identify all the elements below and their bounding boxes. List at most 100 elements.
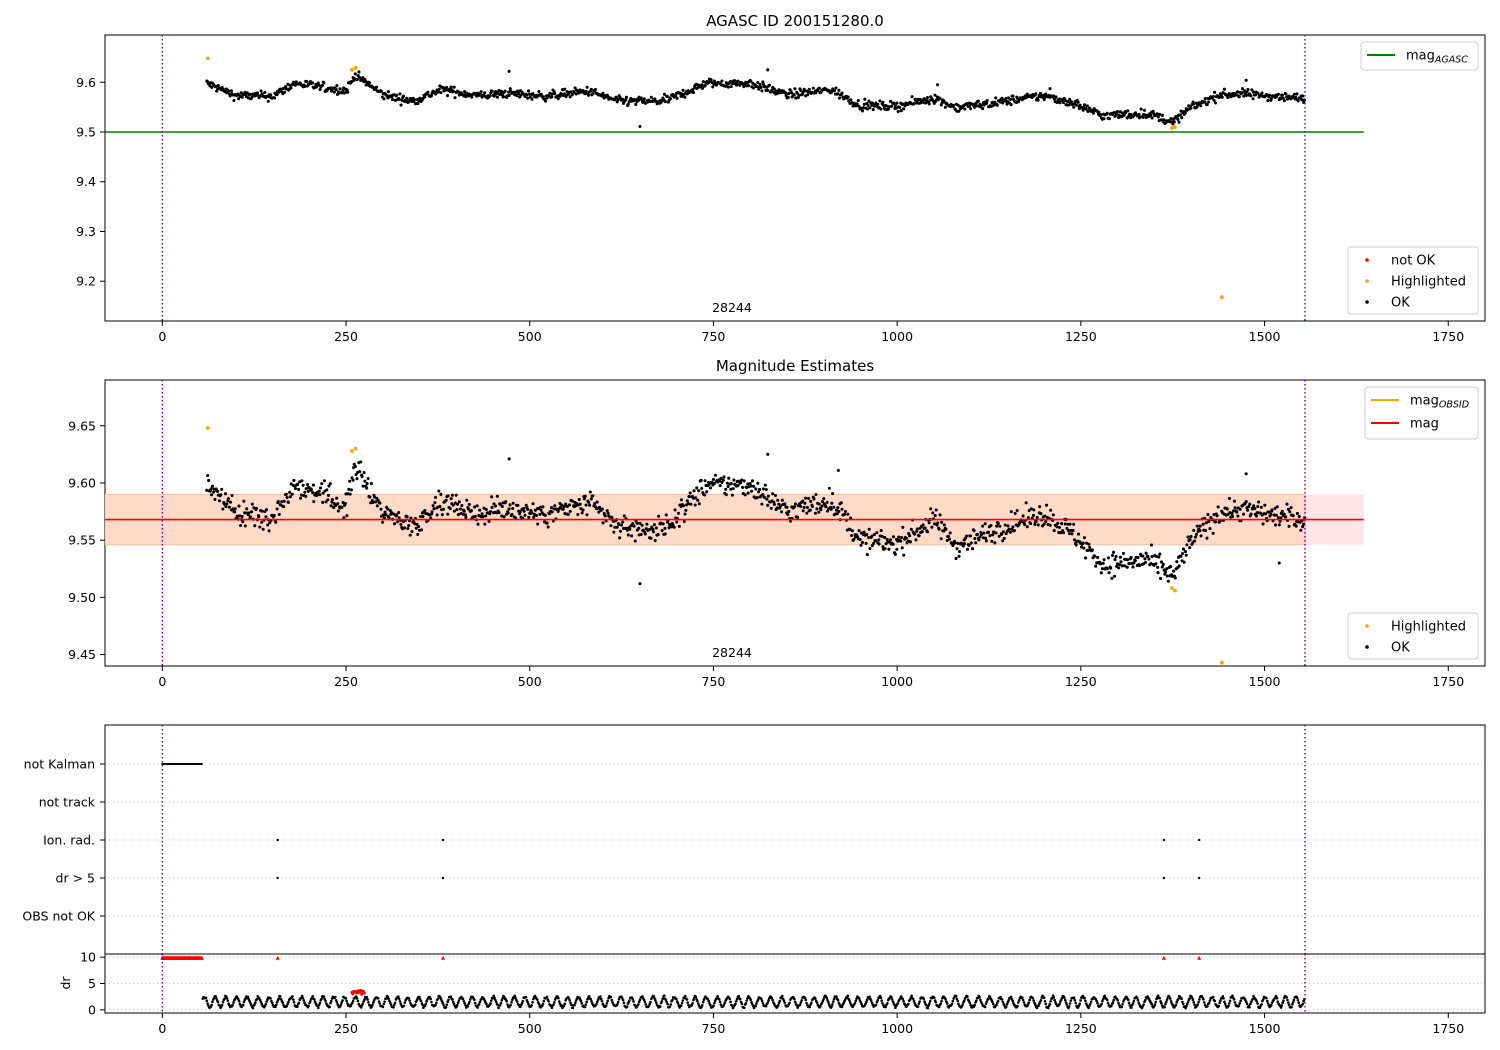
magest-ok-point: [1133, 559, 1137, 563]
magest-ok-point: [1230, 512, 1234, 516]
magest-ok-point: [446, 512, 450, 516]
agasc-ok-point: [1240, 87, 1245, 91]
agasc-ok-point: [899, 109, 903, 113]
dr-ok-point: [403, 1001, 407, 1004]
dr-ok-point: [341, 999, 344, 1002]
magest-ok-point: [317, 489, 321, 493]
dr-ok-point: [1117, 1001, 1120, 1005]
magest-ok-point: [282, 505, 286, 509]
dr-ok-point: [995, 1003, 998, 1007]
agasc-ok-point: [570, 92, 574, 97]
dr-ok-point: [804, 998, 808, 1002]
magest-ok-point: [1093, 554, 1097, 558]
dr-ok-point: [661, 997, 664, 1001]
magest-ok-point: [490, 495, 494, 499]
magest-ok-point: [288, 490, 292, 494]
agasc-ok-point: [916, 97, 920, 101]
dr-ok-point: [1279, 1006, 1283, 1009]
dr-x-tick-label: 1750: [1432, 1021, 1464, 1036]
magest-ok-point: [883, 535, 887, 540]
magest-ok-point: [527, 515, 531, 519]
magest-ok-point: [954, 556, 958, 561]
agasc-ok-point: [846, 95, 850, 99]
magest-ok-point: [1195, 524, 1199, 528]
magest-ok-point: [231, 507, 235, 511]
magest-x-tick-label: 500: [518, 674, 542, 689]
magest-ok-point: [375, 504, 379, 508]
dr-ok-point: [317, 1006, 320, 1010]
magest-ok-point: [835, 512, 839, 516]
dr-ok-point: [1206, 1004, 1209, 1008]
agasc-ok-point: [624, 98, 628, 102]
agasc-ok-point: [994, 96, 998, 100]
magest-ok-point: [1172, 569, 1176, 573]
dr-ok-point: [860, 1002, 863, 1006]
agasc-ok-point: [417, 99, 421, 103]
magest-ok-point: [1280, 509, 1284, 513]
magest-legend-label: OK: [1391, 641, 1410, 656]
dr-ok-point: [270, 1001, 274, 1005]
dr-ok-point: [913, 1002, 917, 1005]
agasc-ok-point: [792, 93, 796, 97]
magest-ok-point: [673, 508, 677, 512]
agasc-ok-point: [1156, 115, 1160, 119]
dr-ok-point: [1043, 999, 1047, 1003]
agasc-ok-point: [701, 80, 705, 84]
dr-ok-point: [583, 1005, 587, 1009]
flags-row-label: Ion. rad.: [43, 833, 95, 848]
dr-ok-point: [754, 1004, 757, 1008]
magest-ok-point: [532, 515, 536, 519]
magest-ok-point: [697, 489, 701, 493]
agasc-x-tick-label: 1000: [881, 329, 913, 344]
dr-ok-point: [1292, 998, 1296, 1002]
magest-ok-point: [529, 508, 533, 513]
agasc-ok-point: [969, 107, 973, 111]
agasc-ok-point: [756, 80, 760, 84]
dr-ok-point: [425, 1000, 428, 1003]
agasc-ok-point: [568, 95, 572, 99]
magest-ok-point: [383, 510, 387, 514]
agasc-ok-point: [634, 102, 638, 106]
magest-ok-point: [482, 506, 486, 510]
dr-ok-point: [1027, 1001, 1031, 1004]
magest-ok-point: [522, 509, 526, 513]
dr-ok-point: [398, 999, 402, 1003]
magest-ok-point: [579, 506, 583, 511]
agasc-ok-point: [675, 96, 679, 100]
dr-ok-point: [402, 1004, 406, 1008]
dr-ok-point: [361, 1002, 365, 1006]
dr-ok-point: [277, 997, 281, 1001]
dr-ok-point: [979, 998, 982, 1002]
magest-ok-point: [397, 516, 401, 520]
magest-ok-point: [435, 513, 439, 517]
magest-ok-point: [1259, 505, 1263, 509]
agasc-legend-top-box: [1360, 41, 1479, 71]
magest-ok-point: [336, 509, 340, 513]
magest-ok-point: [442, 507, 446, 511]
magest-ok-point: [242, 499, 246, 503]
magest-ok-point: [934, 508, 938, 512]
magest-ok-point: [1159, 576, 1163, 581]
dr-ok-point: [932, 996, 936, 1000]
dr-ok-point: [1164, 1002, 1167, 1006]
dr-ok-point: [530, 1003, 534, 1007]
dr-ok-point: [788, 1001, 791, 1005]
dr-ok-point: [506, 1003, 509, 1006]
dr-ok-point: [291, 998, 295, 1001]
magest-ok-point: [908, 534, 912, 538]
magest-ok-point: [493, 504, 498, 508]
dr-ok-point: [798, 1003, 802, 1006]
agasc-ok-point: [574, 92, 578, 96]
dr-ok-point: [1255, 1000, 1259, 1003]
magest-ok-point: [1165, 567, 1169, 571]
agasc-ok-point: [1251, 97, 1255, 101]
magest-ok-point: [936, 521, 940, 525]
magest-ok-point: [240, 514, 244, 518]
magest-ok-point: [1181, 547, 1185, 551]
magest-ok-point: [402, 526, 407, 530]
agasc-highlighted-point: [1173, 125, 1177, 129]
agasc-ok-point: [870, 101, 874, 105]
dr-ok-point: [296, 1005, 299, 1009]
dr-ok-point: [590, 999, 593, 1003]
